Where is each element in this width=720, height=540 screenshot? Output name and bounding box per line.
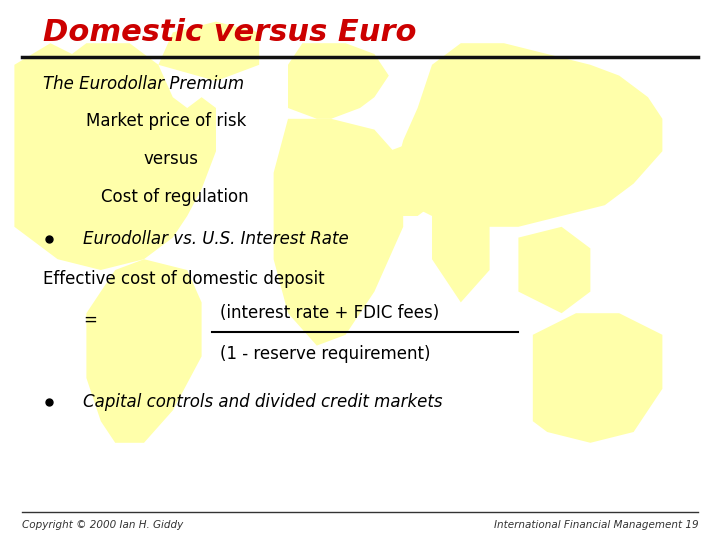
Polygon shape [288, 43, 389, 119]
Polygon shape [158, 22, 259, 81]
Text: Capital controls and divided credit markets: Capital controls and divided credit mark… [83, 393, 442, 411]
Text: Market price of risk: Market price of risk [86, 112, 247, 131]
Text: (interest rate + FDIC fees): (interest rate + FDIC fees) [220, 304, 439, 322]
Text: (1 - reserve requirement): (1 - reserve requirement) [220, 345, 430, 363]
Text: Effective cost of domestic deposit: Effective cost of domestic deposit [43, 270, 325, 288]
Text: Copyright © 2000 Ian H. Giddy: Copyright © 2000 Ian H. Giddy [22, 520, 183, 530]
Polygon shape [518, 227, 590, 313]
Polygon shape [14, 43, 216, 270]
Text: International Financial Management 19: International Financial Management 19 [494, 520, 698, 530]
Polygon shape [533, 313, 662, 443]
Polygon shape [389, 43, 662, 227]
Text: Domestic versus Euro: Domestic versus Euro [43, 18, 417, 47]
Text: Eurodollar vs. U.S. Interest Rate: Eurodollar vs. U.S. Interest Rate [83, 230, 348, 248]
Polygon shape [86, 259, 202, 443]
Text: The Eurodollar Premium: The Eurodollar Premium [43, 75, 244, 93]
Text: =: = [83, 310, 96, 329]
Polygon shape [432, 194, 490, 302]
Text: Cost of regulation: Cost of regulation [101, 188, 248, 206]
Text: versus: versus [144, 150, 199, 168]
Polygon shape [374, 140, 446, 216]
Polygon shape [274, 119, 403, 346]
